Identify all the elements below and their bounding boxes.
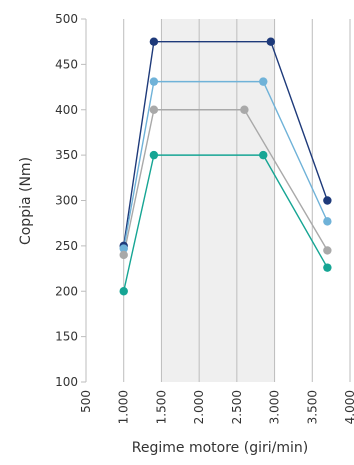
x-tick-label: 500	[79, 390, 93, 413]
series-point	[240, 105, 249, 114]
series-point	[323, 217, 332, 226]
series-point	[149, 150, 159, 160]
x-tick-label: 2.500	[230, 390, 244, 424]
series-point	[323, 246, 332, 255]
y-tick-label: 350	[55, 148, 78, 162]
series-line	[123, 154, 328, 292]
y-tick-label: 300	[55, 194, 78, 208]
tick-label-layer: 100 150 200 250 300 350 400 450 500 500 1.000 1.500…	[55, 12, 354, 424]
x-tick-label: 3.000	[268, 390, 282, 424]
y-tick-label: 450	[55, 57, 78, 71]
series-point	[119, 250, 128, 260]
shaded-band	[161, 19, 275, 382]
series-point	[149, 77, 159, 86]
series-point	[119, 244, 128, 253]
series-layer	[119, 37, 332, 296]
series-point	[266, 37, 275, 46]
grid-layer	[123, 19, 351, 382]
series-point	[323, 196, 332, 205]
series-point	[119, 287, 128, 296]
x-tick-label: 4.000	[343, 390, 354, 424]
y-tick-label: 150	[55, 330, 78, 344]
y-tick-label: 250	[55, 239, 78, 253]
x-tick-label: 1.500	[154, 390, 168, 424]
series-point	[259, 150, 268, 160]
x-tick-label: 3.500	[305, 390, 319, 424]
series-point	[323, 263, 332, 272]
y-tick-label: 400	[55, 103, 78, 117]
x-tick-label: 2.000	[192, 390, 206, 424]
y-tick-label: 500	[55, 12, 78, 26]
y-axis-title: Coppia (Nm)	[18, 157, 34, 245]
series-point	[149, 105, 159, 114]
axis-layer	[81, 18, 87, 383]
x-axis-title: Regime motore (giri/min)	[132, 440, 308, 456]
series-line	[123, 80, 329, 249]
series-line	[123, 40, 329, 246]
shaded-band-layer	[161, 19, 275, 382]
series-point	[149, 37, 159, 46]
y-tick-label: 200	[55, 284, 78, 298]
y-tick-label: 100	[55, 375, 78, 389]
series-point	[259, 77, 268, 86]
x-tick-label: 1.000	[117, 390, 131, 424]
series-line	[123, 109, 328, 256]
